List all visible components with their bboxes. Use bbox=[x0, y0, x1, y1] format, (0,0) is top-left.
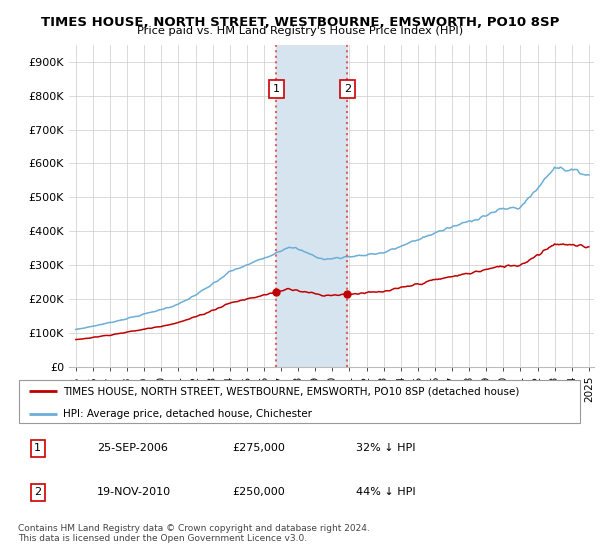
Text: 2: 2 bbox=[344, 84, 351, 94]
Text: 1: 1 bbox=[273, 84, 280, 94]
Text: 2: 2 bbox=[34, 487, 41, 497]
FancyBboxPatch shape bbox=[19, 380, 580, 423]
Text: 44% ↓ HPI: 44% ↓ HPI bbox=[356, 487, 416, 497]
Text: Contains HM Land Registry data © Crown copyright and database right 2024.
This d: Contains HM Land Registry data © Crown c… bbox=[18, 524, 370, 543]
Text: 19-NOV-2010: 19-NOV-2010 bbox=[97, 487, 171, 497]
Text: TIMES HOUSE, NORTH STREET, WESTBOURNE, EMSWORTH, PO10 8SP (detached house): TIMES HOUSE, NORTH STREET, WESTBOURNE, E… bbox=[63, 386, 520, 396]
Text: 32% ↓ HPI: 32% ↓ HPI bbox=[356, 444, 416, 454]
Text: 1: 1 bbox=[34, 444, 41, 454]
Text: £250,000: £250,000 bbox=[232, 487, 285, 497]
Text: Price paid vs. HM Land Registry's House Price Index (HPI): Price paid vs. HM Land Registry's House … bbox=[137, 26, 463, 36]
Text: TIMES HOUSE, NORTH STREET, WESTBOURNE, EMSWORTH, PO10 8SP: TIMES HOUSE, NORTH STREET, WESTBOURNE, E… bbox=[41, 16, 559, 29]
Text: HPI: Average price, detached house, Chichester: HPI: Average price, detached house, Chic… bbox=[63, 409, 312, 419]
Bar bbox=[277, 45, 347, 367]
Text: 25-SEP-2006: 25-SEP-2006 bbox=[97, 444, 168, 454]
Text: £275,000: £275,000 bbox=[232, 444, 285, 454]
